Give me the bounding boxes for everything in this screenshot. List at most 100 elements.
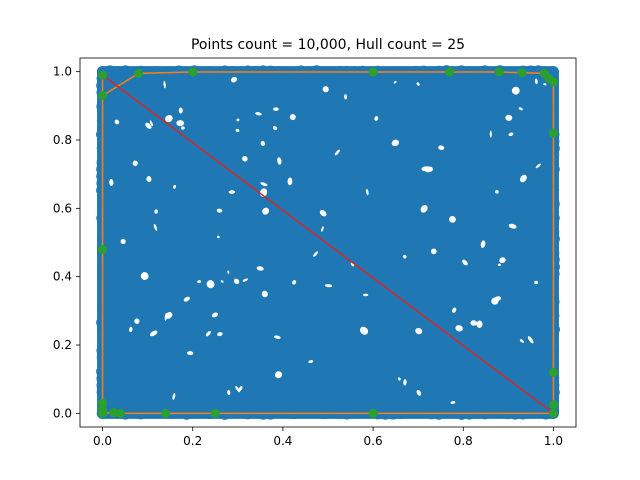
hull-point bbox=[188, 67, 198, 77]
point-gap bbox=[132, 160, 138, 167]
y-axis: 0.0 0.2 0.4 0.6 0.8 1.0 bbox=[53, 65, 80, 420]
point-gap bbox=[217, 332, 223, 337]
point-gap bbox=[321, 226, 324, 232]
point-gap bbox=[359, 326, 369, 335]
hull-point bbox=[98, 91, 108, 101]
point-gap bbox=[480, 240, 486, 248]
point-gap bbox=[230, 76, 237, 83]
y-tick-label: 1.0 bbox=[53, 65, 72, 79]
point-gap bbox=[511, 86, 520, 95]
y-tick-label: 0.6 bbox=[53, 201, 72, 215]
point-gap bbox=[287, 177, 293, 186]
point-gap bbox=[344, 94, 348, 100]
point-gap bbox=[181, 126, 185, 130]
point-gap bbox=[145, 122, 152, 129]
hull-point bbox=[210, 408, 220, 418]
point-gap bbox=[197, 280, 202, 284]
point-gap bbox=[455, 325, 463, 332]
point-gap bbox=[362, 293, 369, 297]
point-gap bbox=[178, 107, 183, 114]
point-gap bbox=[154, 209, 158, 214]
point-gap bbox=[535, 163, 542, 169]
point-gap bbox=[187, 351, 194, 356]
point-gap bbox=[183, 296, 190, 302]
point-gap bbox=[235, 128, 240, 133]
point-gap bbox=[374, 116, 379, 121]
point-gap bbox=[489, 130, 492, 138]
point-gap bbox=[403, 379, 407, 386]
point-gap bbox=[313, 251, 318, 257]
point-gap bbox=[334, 149, 340, 156]
point-gap bbox=[508, 132, 514, 137]
point-gap bbox=[172, 392, 176, 400]
point-marker bbox=[525, 406, 537, 418]
point-gap bbox=[242, 155, 248, 162]
point-gap bbox=[220, 280, 224, 283]
hull-point bbox=[548, 367, 558, 377]
point-gap bbox=[153, 223, 158, 231]
point-gap bbox=[273, 126, 278, 131]
point-gap bbox=[274, 371, 283, 379]
point-gap bbox=[273, 335, 281, 339]
point-gap bbox=[256, 266, 264, 271]
point-gap bbox=[114, 119, 120, 125]
point-gap bbox=[319, 209, 327, 217]
hull-point bbox=[98, 398, 108, 408]
point-gap bbox=[430, 248, 437, 255]
point-gap bbox=[391, 139, 400, 147]
point-gap bbox=[415, 327, 423, 335]
point-gap bbox=[242, 278, 248, 282]
point-gap bbox=[163, 80, 166, 89]
point-gap bbox=[273, 107, 279, 111]
point-gap bbox=[129, 326, 133, 333]
point-gap bbox=[449, 216, 456, 223]
y-tick-label: 0.2 bbox=[53, 338, 72, 352]
point-gap bbox=[235, 385, 240, 393]
point-gap bbox=[365, 188, 369, 196]
point-gap bbox=[165, 311, 173, 319]
hull-point bbox=[548, 400, 558, 410]
point-gap bbox=[462, 259, 468, 266]
hull-point bbox=[548, 77, 558, 87]
y-tick-label: 0.0 bbox=[53, 406, 72, 420]
point-gap bbox=[476, 320, 483, 328]
point-gap bbox=[277, 157, 282, 165]
x-tick-label: 0.0 bbox=[93, 434, 112, 448]
hull-point bbox=[548, 128, 558, 138]
point-gap bbox=[495, 190, 499, 194]
point-gap bbox=[421, 166, 431, 172]
hull-points bbox=[98, 67, 558, 418]
point-gap bbox=[416, 82, 420, 86]
point-gap bbox=[260, 140, 266, 147]
hull-point bbox=[116, 408, 126, 418]
point-gap bbox=[165, 114, 173, 123]
point-gap bbox=[402, 254, 407, 259]
point-gap bbox=[534, 280, 538, 285]
point-gap bbox=[308, 360, 314, 364]
point-gap bbox=[499, 257, 506, 264]
x-tick-label: 0.4 bbox=[273, 434, 292, 448]
point-gap bbox=[324, 284, 333, 288]
point-gap bbox=[149, 330, 158, 337]
x-tick-label: 1.0 bbox=[544, 434, 563, 448]
plot-area bbox=[96, 65, 560, 420]
point-gap bbox=[206, 280, 215, 289]
point-gap bbox=[205, 330, 211, 337]
point-gap bbox=[292, 280, 297, 285]
x-tick-label: 0.8 bbox=[454, 434, 473, 448]
hull-point bbox=[98, 244, 108, 254]
diagonal-line bbox=[102, 74, 554, 414]
point-gap bbox=[217, 235, 220, 239]
hull-point bbox=[161, 408, 171, 418]
point-gap bbox=[211, 312, 218, 318]
point-gap bbox=[149, 120, 154, 127]
point-marker bbox=[456, 408, 468, 420]
point-gap bbox=[261, 290, 268, 298]
point-marker bbox=[257, 408, 269, 420]
point-gap bbox=[216, 208, 223, 213]
point-gap bbox=[227, 270, 230, 274]
point-gap bbox=[262, 207, 270, 215]
point-gap bbox=[227, 389, 231, 396]
hull-point bbox=[98, 70, 108, 80]
